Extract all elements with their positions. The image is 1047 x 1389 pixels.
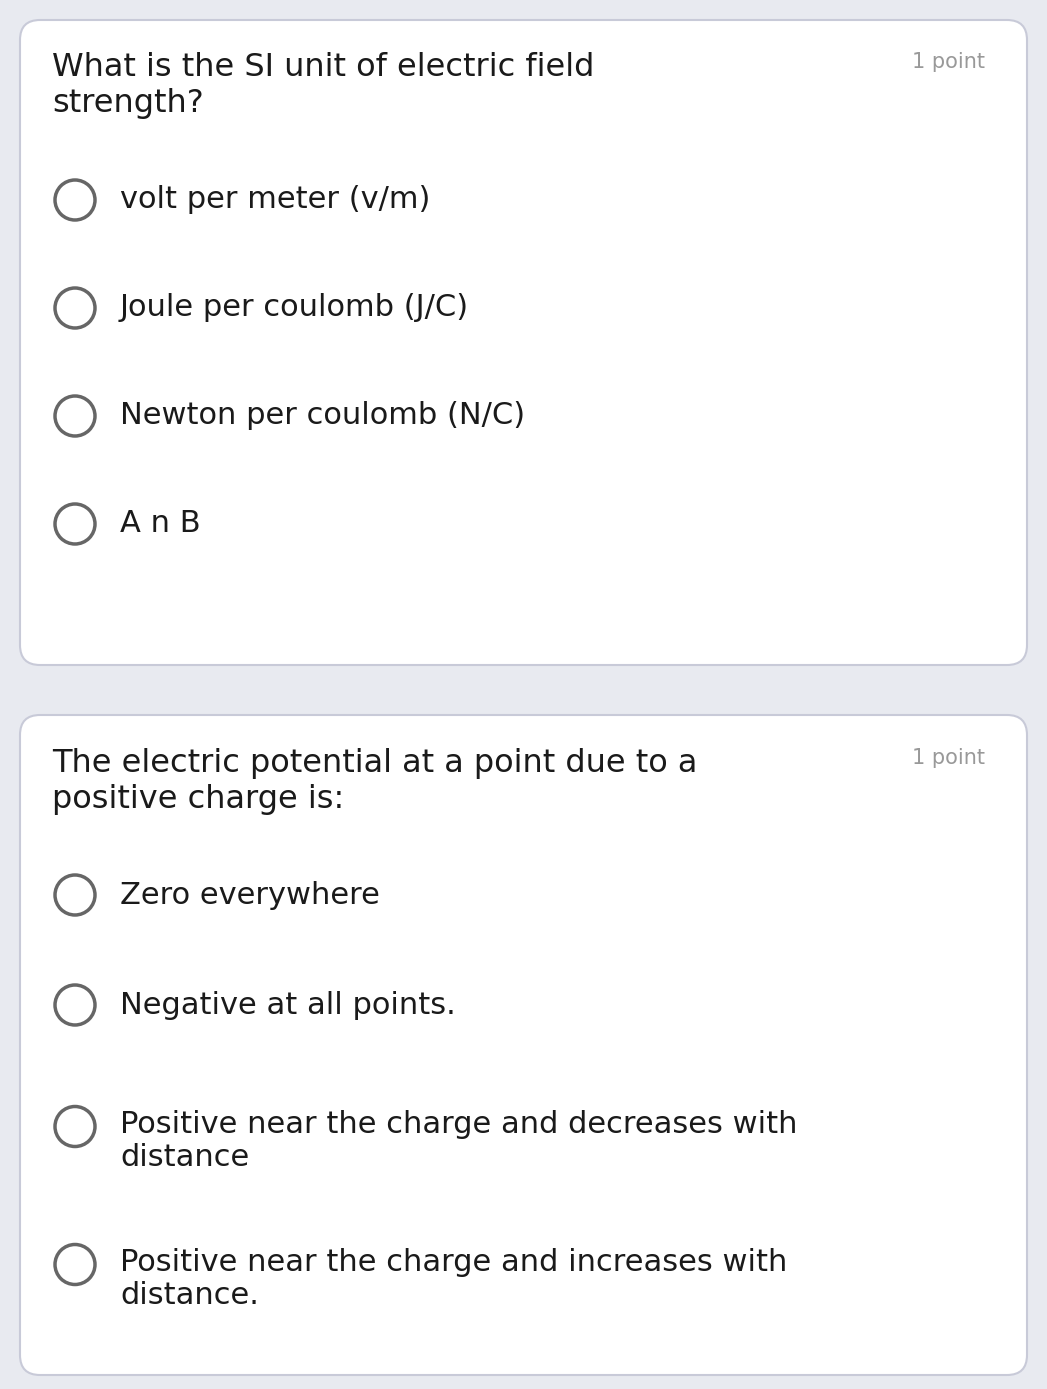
Text: distance: distance [120, 1143, 249, 1172]
FancyBboxPatch shape [20, 715, 1027, 1375]
Text: Joule per coulomb (J/C): Joule per coulomb (J/C) [120, 293, 469, 322]
Text: Negative at all points.: Negative at all points. [120, 990, 455, 1020]
Text: Positive near the charge and decreases with: Positive near the charge and decreases w… [120, 1110, 798, 1139]
Text: Newton per coulomb (N/C): Newton per coulomb (N/C) [120, 401, 526, 431]
Text: volt per meter (v/m): volt per meter (v/m) [120, 186, 430, 214]
Text: positive charge is:: positive charge is: [52, 783, 344, 815]
Text: The electric potential at a point due to a: The electric potential at a point due to… [52, 749, 697, 779]
Text: distance.: distance. [120, 1281, 259, 1310]
Text: Zero everywhere: Zero everywhere [120, 881, 380, 910]
FancyBboxPatch shape [20, 19, 1027, 665]
Text: 1 point: 1 point [912, 749, 985, 768]
Text: A n B: A n B [120, 510, 201, 539]
Text: strength?: strength? [52, 88, 204, 119]
Text: 1 point: 1 point [912, 51, 985, 72]
Text: What is the SI unit of electric field: What is the SI unit of electric field [52, 51, 595, 83]
Text: Positive near the charge and increases with: Positive near the charge and increases w… [120, 1247, 787, 1276]
